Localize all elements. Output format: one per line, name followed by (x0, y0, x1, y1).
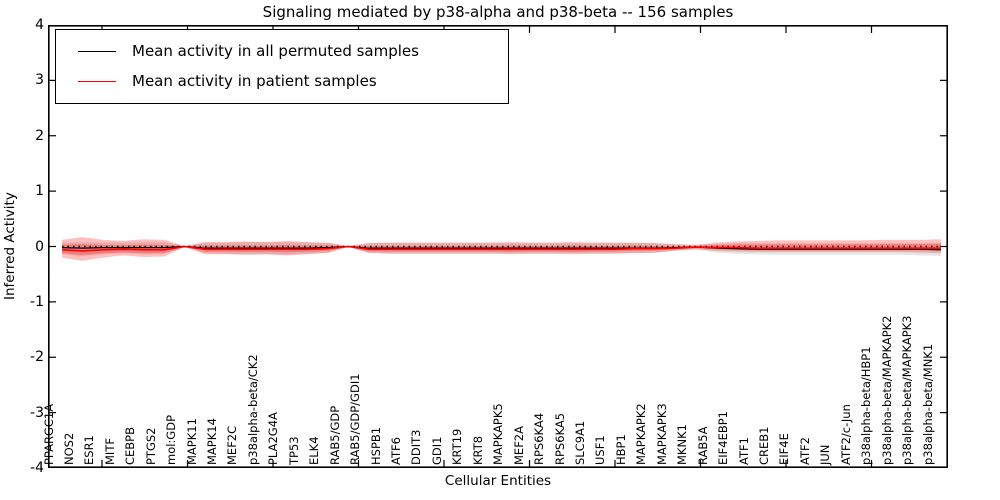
x-tick-label: RAB5A (695, 426, 710, 465)
series-line (61, 245, 942, 251)
x-tick-label: p38alpha-beta/HBP1 (859, 346, 874, 465)
x-tick-label: EIF4E (777, 433, 792, 465)
x-tick-label: ESR1 (82, 435, 97, 465)
x-tick-label: KRT8 (470, 435, 485, 465)
chart-title: Signaling mediated by p38-alpha and p38-… (262, 3, 734, 21)
x-tick-label: CREB1 (756, 426, 771, 466)
y-tick-label: -3 (30, 404, 44, 421)
x-tick-label: MEF2A (511, 426, 526, 465)
x-tick-label: CEBPB (123, 426, 138, 465)
x-tick-label: p38alpha-beta/MAPKAPK3 (900, 315, 915, 466)
legend-item-patient: Mean activity in patient samples (56, 66, 508, 96)
legend-item-permuted: Mean activity in all permuted samples (56, 36, 508, 66)
x-tick-label: MITF (102, 438, 117, 465)
x-tick-label: USF1 (593, 435, 608, 465)
x-tick-label: ATF1 (736, 437, 751, 465)
x-tick-label: ATF6 (389, 437, 403, 465)
axes-frame (48, 25, 948, 468)
legend-line-sample-red (78, 80, 116, 82)
x-tick-label: MAPKAPK2 (634, 403, 649, 465)
x-tick-label: RAB5/GDP/GDI1 (348, 373, 363, 465)
y-tick-label: 3 (35, 72, 44, 89)
x-tick-label: MAPKAPK3 (654, 403, 669, 465)
legend-label: Mean activity in all permuted samples (132, 42, 419, 60)
x-tick-label: p38alpha-beta/MAPKAPK2 (879, 315, 894, 466)
x-tick-label: NOS2 (61, 432, 76, 465)
plot-area: PPARGC1A NOS2 ESR1 MITF CEBPB PTGS2 mol:GDP MAP… (42, 25, 948, 468)
x-tick-label: ATF2/c-Jun (838, 404, 853, 465)
x-tick-label: HBP1 (613, 434, 628, 465)
legend-box: Mean activity in all permuted samples Me… (55, 29, 509, 104)
y-tick-label: 0 (35, 238, 44, 255)
x-tick-label: MAPK14 (205, 418, 220, 465)
x-tick-label: EIF4EBP1 (716, 411, 731, 465)
x-tick-label: p38alpha-beta/MNK1 (920, 343, 935, 465)
y-tick-label: 4 (35, 17, 44, 33)
x-tick-label: RAB5/GDP (327, 405, 342, 465)
x-tick-label: ELK4 (307, 436, 322, 465)
x-tick-label: RPS6KA4 (532, 412, 547, 465)
x-tick-label: MKNK1 (675, 424, 690, 465)
x-tick-label: JUN (818, 444, 833, 465)
y-tick-label: -2 (30, 349, 44, 366)
x-tick-label: p38alpha-beta/CK2 (245, 354, 260, 465)
x-tick-label: PPARGC1A (41, 403, 56, 465)
series-line (61, 245, 941, 252)
x-tick-label: TP53 (286, 436, 301, 465)
x-tick-label: KRT19 (450, 428, 465, 465)
legend-label: Mean activity in patient samples (132, 72, 377, 90)
x-tick-label: mol:GDP (164, 414, 179, 465)
y-tick-label: 2 (35, 127, 44, 144)
legend-line-sample-black (78, 50, 116, 52)
x-tick-label: GDI1 (429, 436, 444, 465)
x-tick-label: MAPKAPK5 (491, 403, 506, 465)
y-tick-label: -4 (30, 460, 44, 476)
x-tick-label: MAPK11 (184, 418, 199, 465)
x-tick-label: PTGS2 (143, 427, 158, 466)
x-tick-label: MEF2C (225, 425, 240, 465)
chart-canvas (48, 25, 948, 468)
x-axis-label: Cellular Entities (444, 473, 552, 489)
x-tick-label: SLC9A1 (572, 420, 587, 465)
y-tick-label: -1 (30, 293, 44, 310)
x-tick-label: ATF2 (797, 437, 812, 465)
x-tick-label: RPS6KA5 (552, 412, 567, 465)
x-tick-label: PLA2G4A (266, 412, 281, 465)
x-tick-label: HSPB1 (368, 426, 383, 465)
y-tick-label: 1 (35, 183, 44, 200)
x-tick-label: DDIT3 (409, 429, 424, 465)
